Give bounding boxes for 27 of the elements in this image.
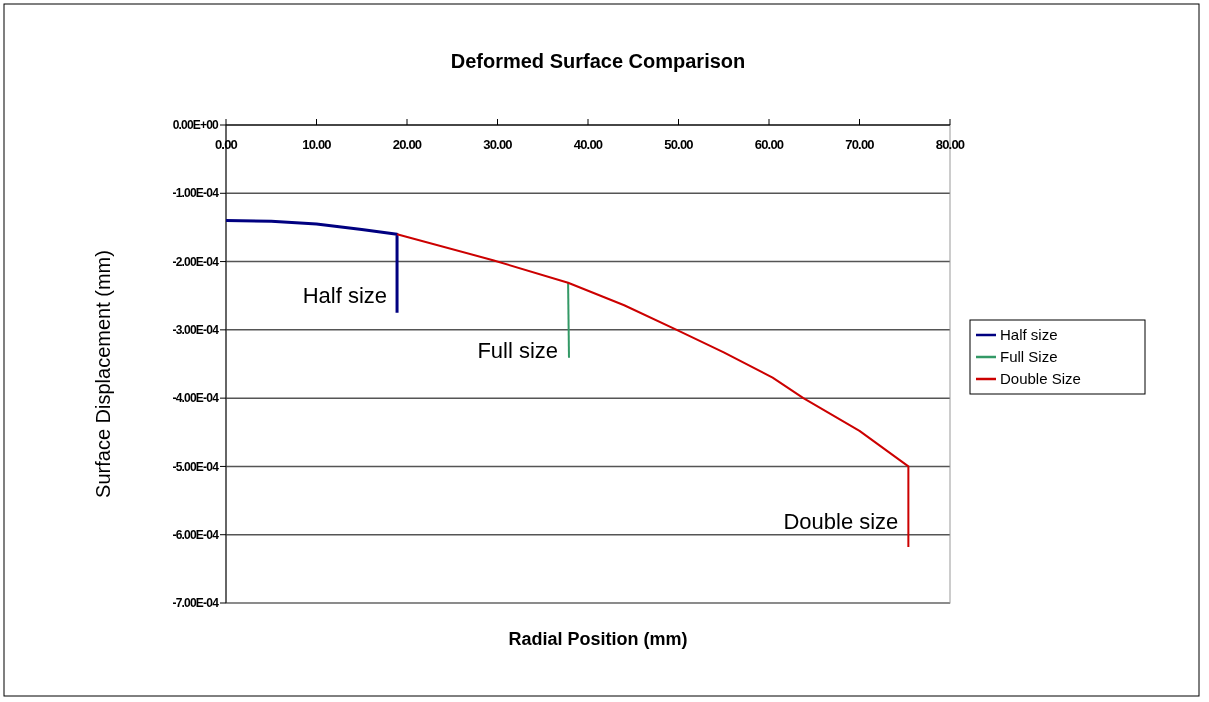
x-axis-title: Radial Position (mm): [508, 629, 688, 649]
legend-label: Full Size: [1000, 348, 1058, 366]
y-tick-label: -5.00E-04: [172, 459, 220, 474]
legend-label: Double Size: [1000, 370, 1081, 388]
y-axis-title: Surface Displacement (mm): [92, 250, 114, 498]
y-tick-label: -1.00E-04: [172, 186, 220, 201]
line-series: [224, 219, 399, 315]
x-tick-label: 40.00: [573, 137, 603, 152]
y-tick-label: -7.00E-04: [172, 596, 220, 611]
x-tick-label: 30.00: [483, 137, 513, 152]
x-tick-label: 60.00: [754, 137, 784, 152]
y-tick-label: -3.00E-04: [172, 323, 220, 338]
y-tick-label: -6.00E-04: [172, 527, 220, 542]
x-tick-label: 50.00: [664, 137, 694, 152]
y-tick-label: -2.00E-04: [172, 254, 220, 269]
annotation: Double size: [783, 508, 899, 534]
chart-title: Deformed Surface Comparison: [450, 50, 746, 72]
x-tick-label: 20.00: [392, 137, 422, 152]
x-tick-label: 80.00: [935, 137, 965, 152]
annotation: Half size: [302, 283, 388, 309]
y-tick-label: 0.00E+00: [172, 118, 220, 133]
annotation: Full size: [477, 338, 559, 364]
x-tick-label: 70.00: [845, 137, 875, 152]
legend-label: Half size: [1000, 326, 1058, 344]
x-tick-label: 10.00: [302, 137, 332, 152]
line-series: [396, 233, 910, 549]
y-tick-label: -4.00E-04: [172, 391, 220, 406]
